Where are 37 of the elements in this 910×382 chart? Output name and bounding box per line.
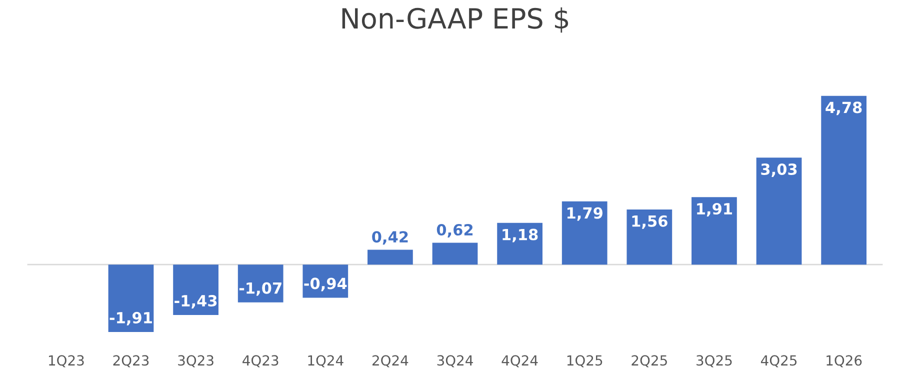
bar (108, 264, 154, 332)
bar (626, 210, 672, 265)
bar (173, 264, 218, 316)
x-tick-label: 3Q23 (178, 355, 214, 368)
bar (497, 222, 542, 265)
x-tick-label: 4Q25 (760, 355, 797, 368)
data-label: -0,94 (304, 278, 347, 292)
x-tick-label: 4Q23 (242, 355, 278, 368)
data-label: 1,18 (502, 228, 538, 242)
bar (821, 96, 866, 265)
data-label: -1,43 (174, 294, 217, 308)
data-label: -1,07 (239, 282, 282, 296)
x-tick-label: 3Q25 (696, 355, 732, 368)
data-label: 3,03 (761, 163, 797, 177)
x-tick-label: 1Q24 (308, 355, 344, 368)
x-tick-label: 2Q24 (372, 355, 408, 368)
data-label: 1,91 (697, 202, 732, 216)
x-tick-label: 4Q24 (502, 355, 538, 368)
x-tick-label: 1Q26 (826, 355, 862, 368)
data-label: 4,78 (826, 102, 862, 116)
data-label: -1,91 (110, 312, 152, 326)
data-label: 1,56 (632, 215, 668, 229)
data-label: 0,62 (436, 224, 473, 238)
bar (562, 201, 608, 265)
bar (692, 197, 737, 265)
bar (368, 250, 413, 265)
data-label: 0,42 (372, 231, 408, 245)
chart-title: Non-GAAP EPS $ (342, 7, 568, 33)
bar (432, 242, 478, 265)
x-tick-label: 2Q23 (113, 355, 149, 368)
data-label: 1,79 (567, 207, 602, 221)
x-tick-label: 3Q24 (437, 355, 473, 368)
x-tick-label: 1Q23 (48, 355, 84, 368)
bar (238, 264, 284, 302)
x-tick-label: 1Q25 (567, 355, 602, 368)
bar (756, 158, 802, 265)
x-tick-label: 2Q25 (632, 355, 667, 368)
